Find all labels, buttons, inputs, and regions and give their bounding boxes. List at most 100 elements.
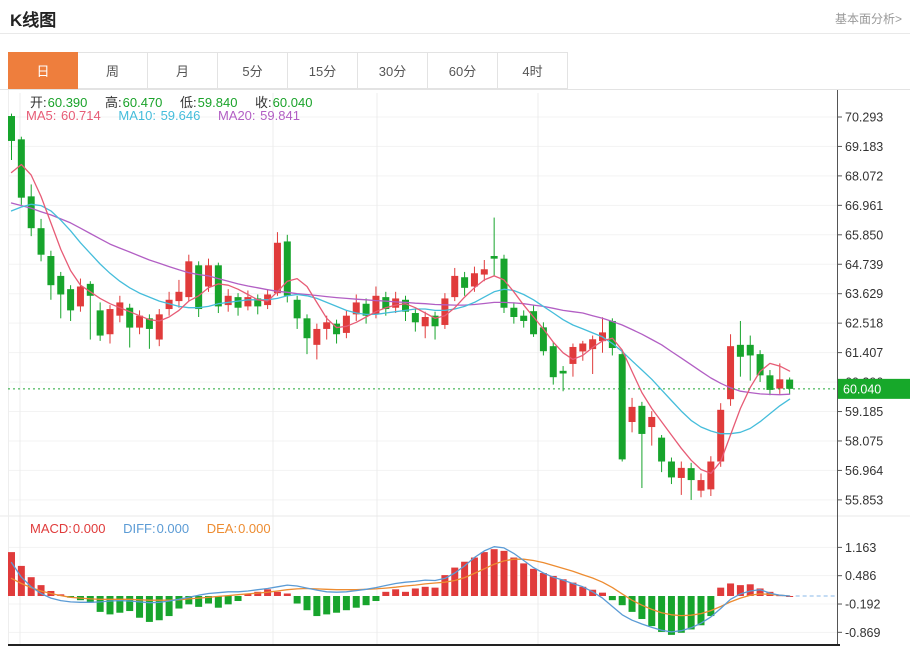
candle-body [431, 315, 439, 327]
macd-bar [234, 596, 242, 602]
macd-bar [569, 582, 577, 596]
page-title: K线图 [10, 11, 57, 30]
candle-body [402, 299, 409, 312]
last-price-badge [838, 378, 910, 399]
macd-bar [136, 596, 144, 618]
macd-bar [638, 596, 646, 619]
candle-body [549, 346, 557, 378]
macd-bar [185, 596, 193, 605]
tab-week[interactable]: 周 [78, 52, 148, 89]
y-tick-label: 55.853 [845, 493, 883, 507]
open-value: 60.390 [47, 95, 88, 110]
macd-bar [579, 586, 587, 596]
candle-body [411, 313, 419, 323]
fundamental-analysis-link[interactable]: 基本面分析> [834, 12, 902, 26]
macd-bar [293, 596, 301, 604]
macd-bar [382, 591, 390, 596]
candle-body [244, 297, 252, 307]
candle-body [638, 405, 646, 434]
candle-body [727, 346, 735, 400]
tab-month[interactable]: 月 [148, 52, 218, 89]
macd-bar [205, 596, 212, 604]
tab-15min[interactable]: 15分 [288, 52, 358, 89]
tab-5min[interactable]: 5分 [218, 52, 288, 89]
y-tick-label: 70.293 [845, 111, 883, 125]
macd-bar [362, 596, 370, 606]
macd-bar [352, 596, 360, 608]
dea-value: 0.000 [238, 521, 271, 536]
candle-body [273, 242, 281, 294]
macd-value: 0.000 [72, 521, 106, 536]
tab-30min[interactable]: 30分 [358, 52, 428, 89]
macd-bar [549, 575, 557, 596]
macd-bar [273, 591, 281, 596]
low-value: 59.840 [197, 95, 238, 110]
ma5-label: MA5: [26, 108, 57, 123]
macd-bar [559, 579, 567, 596]
macd-readout: MACD:0.000 DIFF:0.000 DEA:0.000 [30, 521, 285, 536]
period-tabs: 日 周 月 5分 15分 30分 60分 4时 [0, 52, 910, 90]
tab-60min[interactable]: 60分 [428, 52, 498, 89]
macd-bar [126, 596, 134, 612]
candle-body [293, 299, 301, 319]
macd-bar [736, 585, 744, 596]
y-tick-label: 69.183 [845, 140, 883, 154]
candle-body [736, 344, 744, 357]
candle-body [17, 139, 25, 198]
macd-bar [756, 588, 764, 596]
candle-body [500, 258, 508, 308]
candle-body [569, 346, 577, 364]
macd-bar [283, 593, 291, 596]
macd-bar [480, 552, 488, 596]
high-value: 60.470 [122, 95, 163, 110]
macd-bar [313, 596, 321, 617]
candle-body [76, 286, 84, 307]
candle-body [658, 437, 666, 462]
macd-bar [697, 596, 705, 626]
macd-bar [618, 596, 626, 606]
candle-body [539, 327, 547, 352]
candle-body [126, 307, 134, 328]
ma20-line [10, 202, 791, 396]
candle-body [195, 265, 203, 310]
tab-day[interactable]: 日 [8, 52, 78, 89]
macd-bar [470, 557, 478, 596]
candle-body [175, 291, 183, 302]
macd-bar [323, 596, 331, 615]
macd-bar [658, 596, 666, 632]
candle-body [559, 370, 567, 374]
candle-body [342, 315, 350, 333]
y-tick-label: 65.850 [845, 228, 883, 242]
macd-bar [8, 552, 15, 596]
candle-body [717, 409, 725, 462]
candle-body [392, 298, 400, 308]
candle-body [155, 314, 163, 340]
tab-4hour[interactable]: 4时 [498, 52, 568, 89]
macd-bar [677, 596, 685, 633]
candle-body [677, 467, 685, 478]
candle-body [382, 297, 390, 310]
candle-body [106, 309, 114, 335]
candle-body [589, 339, 597, 350]
candle-body [608, 320, 616, 349]
candle-body [8, 116, 15, 141]
macd-bar [421, 586, 429, 596]
macd-bar [608, 596, 616, 601]
dea-label: DEA: [206, 521, 238, 536]
ma10-label: MA10: [118, 108, 156, 123]
macd-bar [648, 596, 656, 627]
candle-body [470, 273, 478, 287]
y-tick-label: 0.486 [845, 569, 876, 583]
macd-bar [411, 588, 419, 596]
diff-value: 0.000 [156, 521, 190, 536]
macd-bar [500, 550, 508, 596]
candle-body [67, 289, 75, 311]
y-tick-label: 61.407 [845, 346, 883, 360]
candle-body [687, 468, 695, 481]
candle-body [27, 196, 35, 229]
macd-bar [402, 591, 409, 596]
ma20-label: MA20: [217, 108, 256, 123]
candle-body [254, 298, 262, 307]
macd-bar [106, 596, 114, 615]
